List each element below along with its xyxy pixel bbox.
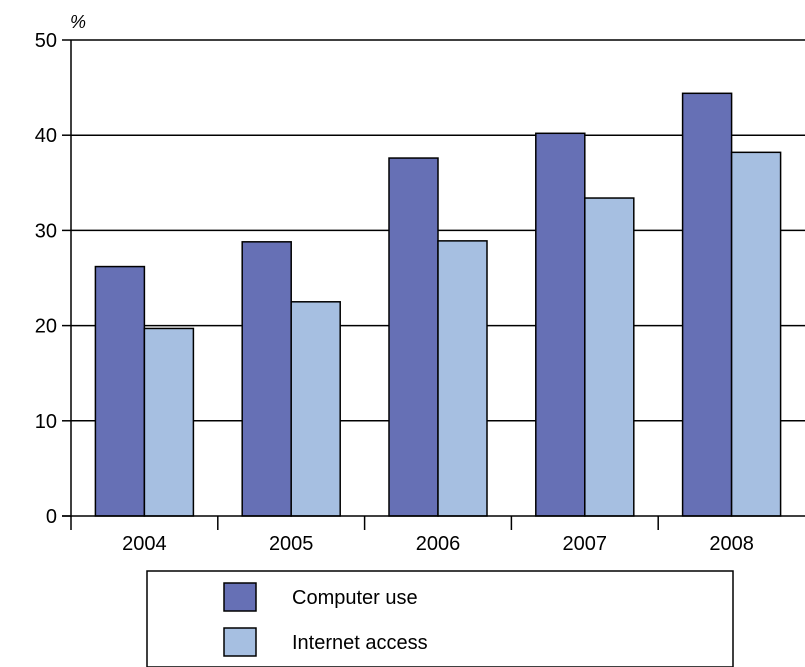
y-tick-label: 30 (35, 220, 57, 242)
bar-computer-use-2007 (535, 132, 586, 517)
bar-computer-use-2005 (241, 241, 292, 517)
y-tick-label: 40 (35, 125, 57, 147)
y-tick-label: 10 (35, 411, 57, 433)
y-tick-labels: 0 10 20 30 40 50 (35, 30, 57, 528)
legend: Computer use Internet access (146, 570, 734, 667)
bar-computer-use-2004 (94, 265, 146, 517)
legend-swatch (223, 582, 257, 612)
bar-internet-access-2007 (584, 197, 635, 517)
x-tick-labels: 2004 2005 2006 2007 2008 (122, 533, 754, 555)
y-tick-label: 50 (35, 30, 57, 52)
x-tick-label: 2005 (269, 533, 314, 555)
axes (62, 39, 805, 530)
bar-internet-access-2004 (143, 327, 195, 517)
y-tick-label: 0 (46, 506, 57, 528)
x-tick-label: 2007 (563, 533, 608, 555)
bar-internet-access-2006 (437, 240, 488, 517)
legend-label: Internet access (292, 632, 428, 654)
bar-computer-use-2006 (388, 157, 439, 517)
legend-swatch (223, 627, 257, 657)
bar-computer-use-2008 (681, 92, 733, 517)
bar-internet-access-2008 (730, 151, 782, 517)
bar-internet-access-2005 (290, 301, 341, 517)
x-tick-label: 2006 (416, 533, 461, 555)
bars (94, 92, 782, 517)
legend-label: Computer use (292, 587, 418, 609)
x-tick-label: 2004 (122, 533, 167, 555)
y-tick-label: 20 (35, 316, 57, 338)
x-tick-label: 2008 (709, 533, 754, 555)
y-unit-label: % (70, 12, 86, 32)
